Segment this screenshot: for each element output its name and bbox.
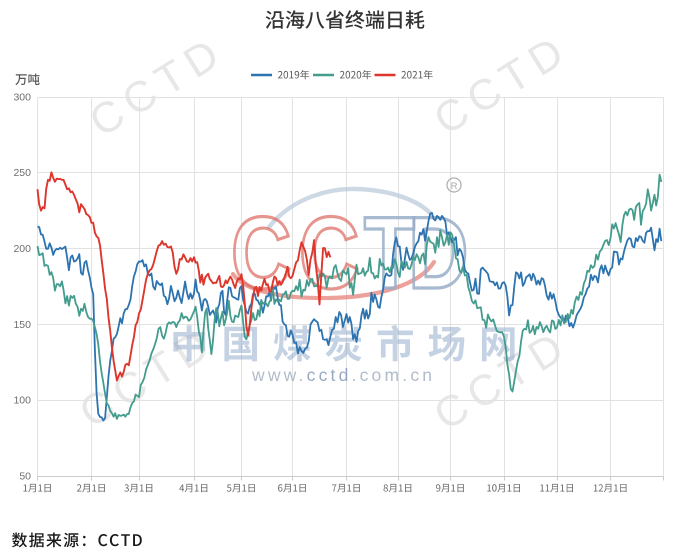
svg-text:50: 50 <box>19 470 31 482</box>
svg-text:300: 300 <box>13 91 31 103</box>
svg-text:100: 100 <box>13 395 31 407</box>
svg-text:200: 200 <box>13 243 31 255</box>
svg-text:250: 250 <box>13 167 31 179</box>
svg-text:D: D <box>408 196 468 310</box>
svg-text:150: 150 <box>13 319 31 331</box>
svg-text:R: R <box>451 181 458 192</box>
svg-text:www.cctd.com.cn: www.cctd.com.cn <box>251 365 435 385</box>
